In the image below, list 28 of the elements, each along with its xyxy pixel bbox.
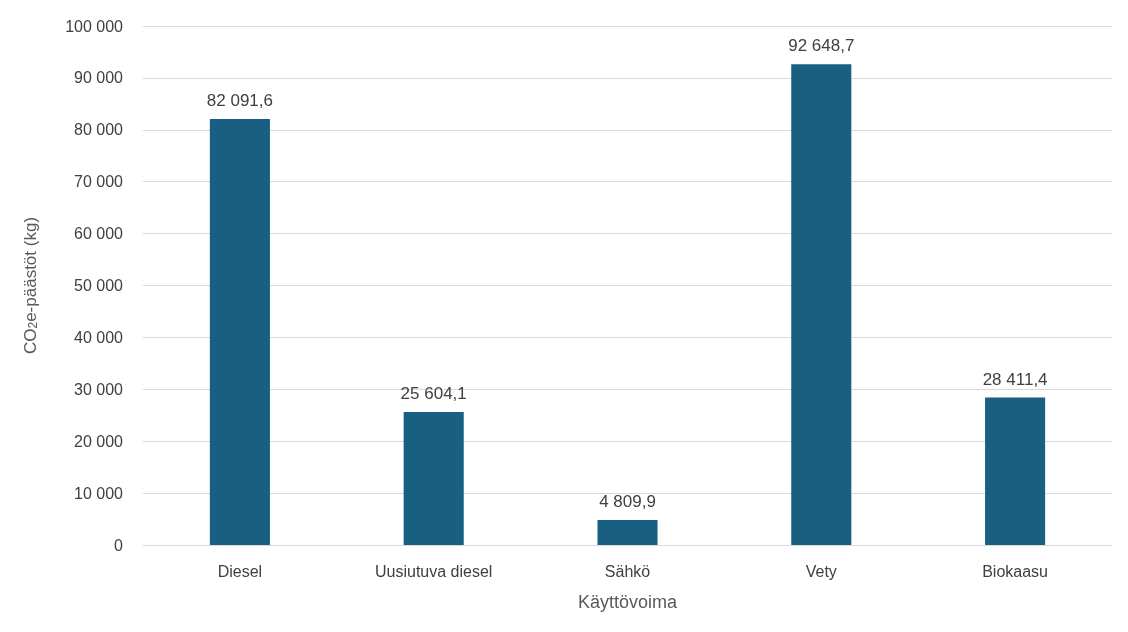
y-tick-label: 60 000 [74,225,124,243]
x-tick-label: Vety [805,562,837,580]
y-tick-label: 50 000 [74,277,124,294]
x-tick-label: Sähkö [604,562,651,580]
bar [403,412,464,545]
data-label: 92 648,7 [788,36,855,56]
y-tick-label: 0 [114,536,124,554]
data-label: 28 411,4 [982,369,1048,389]
y-tick-label: 10 000 [74,484,124,502]
bar [209,118,270,545]
y-tick-label: 100 000 [65,17,124,35]
y-tick-label: 30 000 [74,380,124,398]
bar [597,520,658,545]
y-tick-label: 20 000 [74,432,124,450]
bar [791,64,852,545]
x-tick-label: Diesel [217,562,263,580]
y-axis-title: CO2e-päästöt (kg) [20,216,40,355]
x-tick-label: Biokaasu [982,562,1049,580]
x-axis-title: Käyttövoima [577,592,679,612]
bar [985,397,1046,545]
data-label: 82 091,6 [206,90,273,110]
x-tick-label: Uusiutuva diesel [375,562,493,580]
data-label: 4 809,9 [599,492,656,512]
y-tick-label: 40 000 [74,328,124,346]
y-tick-label: 80 000 [74,121,124,139]
y-tick-label: 90 000 [74,69,124,87]
y-tick-label: 70 000 [74,173,124,191]
data-label: 25 604,1 [400,384,467,404]
